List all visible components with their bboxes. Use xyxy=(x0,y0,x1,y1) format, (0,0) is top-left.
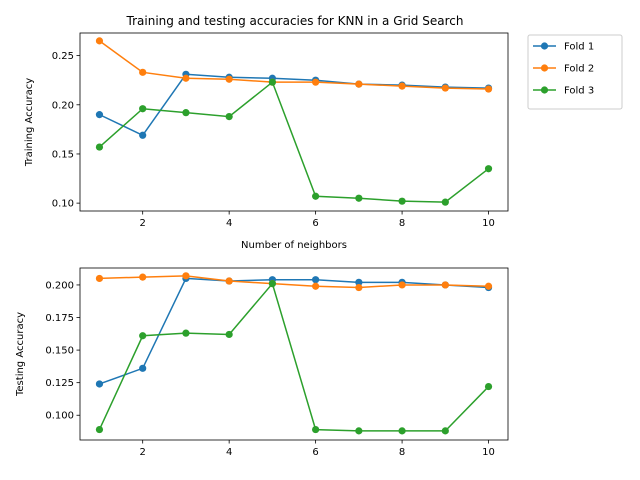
data-point xyxy=(355,194,363,202)
series-line xyxy=(99,275,489,289)
data-point xyxy=(182,109,190,117)
data-point xyxy=(182,74,190,82)
data-point xyxy=(398,197,406,205)
subplot-1: 2 4 6 8 10 0.10 0.15 0.20 0.25 Number of neighbor… xyxy=(24,32,509,251)
data-point xyxy=(95,380,104,388)
data-point xyxy=(182,272,190,280)
data-point xyxy=(441,281,449,289)
data-point xyxy=(484,382,493,391)
series-fold-2 xyxy=(95,37,493,93)
y-tick-label: 0.200 xyxy=(45,280,74,291)
x-axis-label: Number of neighbors xyxy=(241,240,347,251)
series-fold-1 xyxy=(95,274,493,388)
data-point xyxy=(139,332,147,340)
x-tick-label: 2 xyxy=(139,447,145,458)
data-point xyxy=(268,78,276,86)
series-fold-1 xyxy=(95,70,493,139)
series-line xyxy=(98,282,490,432)
data-point xyxy=(95,274,104,283)
data-point xyxy=(95,111,104,119)
series-line xyxy=(99,277,489,385)
legend-marker xyxy=(540,42,549,50)
data-point xyxy=(441,198,449,206)
legend-item: Fold 3 xyxy=(533,86,594,97)
data-point xyxy=(225,277,233,285)
data-point xyxy=(139,273,147,281)
data-point xyxy=(225,112,233,121)
data-point xyxy=(95,143,104,151)
data-point xyxy=(268,280,276,288)
data-point xyxy=(398,427,406,435)
data-point xyxy=(139,131,147,139)
data-point xyxy=(484,165,493,173)
data-point xyxy=(225,75,233,83)
data-point xyxy=(484,282,493,290)
data-point xyxy=(139,364,147,372)
data-point xyxy=(225,330,233,339)
axes-frame xyxy=(79,32,509,212)
data-point xyxy=(182,329,190,337)
legend-marker xyxy=(540,86,549,94)
x-tick-label: 8 xyxy=(399,218,405,229)
series-line xyxy=(99,40,489,90)
data-point xyxy=(312,192,320,200)
data-point xyxy=(312,78,320,86)
x-tick-label: 8 xyxy=(399,447,405,458)
data-point xyxy=(441,427,449,435)
data-point xyxy=(312,282,320,290)
data-point xyxy=(312,276,320,284)
chart-title: Training and testing accuracies for KNN … xyxy=(126,14,464,28)
data-point xyxy=(312,425,320,434)
data-point xyxy=(355,278,363,286)
data-point xyxy=(355,283,363,292)
legend-label: Fold 1 xyxy=(564,42,594,53)
legend-label: Fold 3 xyxy=(564,86,594,97)
series-fold-3 xyxy=(95,280,493,435)
series-fold-3 xyxy=(95,78,493,206)
data-point xyxy=(484,85,493,93)
data-point xyxy=(355,427,363,435)
x-tick-label: 10 xyxy=(482,218,495,229)
data-point xyxy=(139,68,147,76)
legend-item: Fold 2 xyxy=(533,64,594,75)
y-tick-label: 0.25 xyxy=(52,51,74,62)
x-tick-label: 6 xyxy=(312,218,318,229)
y-tick-label: 0.20 xyxy=(52,100,74,111)
y-tick-label: 0.150 xyxy=(45,346,74,357)
subplot-2: 2 4 6 8 10 0.100 0.125 0.150 0.175 0.200 Testing A… xyxy=(15,267,509,458)
x-tick-label: 4 xyxy=(226,218,232,229)
data-point xyxy=(441,84,449,92)
data-point xyxy=(139,105,147,113)
y-axis-label: Training Accuracy xyxy=(24,78,35,167)
y-tick-label: 0.10 xyxy=(52,199,74,210)
series-line xyxy=(98,80,490,203)
data-point xyxy=(398,281,406,289)
x-tick-label: 4 xyxy=(226,447,232,458)
series-fold-2 xyxy=(95,272,493,292)
y-tick-label: 0.100 xyxy=(45,411,74,422)
x-tick-label: 10 xyxy=(482,447,495,458)
data-point xyxy=(95,425,104,434)
legend-marker xyxy=(540,64,549,72)
data-point xyxy=(95,37,104,45)
series-line xyxy=(99,73,489,137)
y-tick-label: 0.125 xyxy=(45,378,74,389)
x-tick-label: 6 xyxy=(312,447,318,458)
legend-item: Fold 1 xyxy=(533,42,594,53)
legend: Fold 1 Fold 2 Fold 3 xyxy=(527,34,623,110)
y-axis-label: Testing Accuracy xyxy=(15,312,26,397)
y-tick-label: 0.15 xyxy=(52,149,74,160)
data-point xyxy=(355,80,363,88)
axes-frame xyxy=(79,267,509,441)
legend-label: Fold 2 xyxy=(564,64,594,75)
data-point xyxy=(398,82,406,90)
y-tick-label: 0.175 xyxy=(45,313,74,324)
x-tick-label: 2 xyxy=(139,218,145,229)
